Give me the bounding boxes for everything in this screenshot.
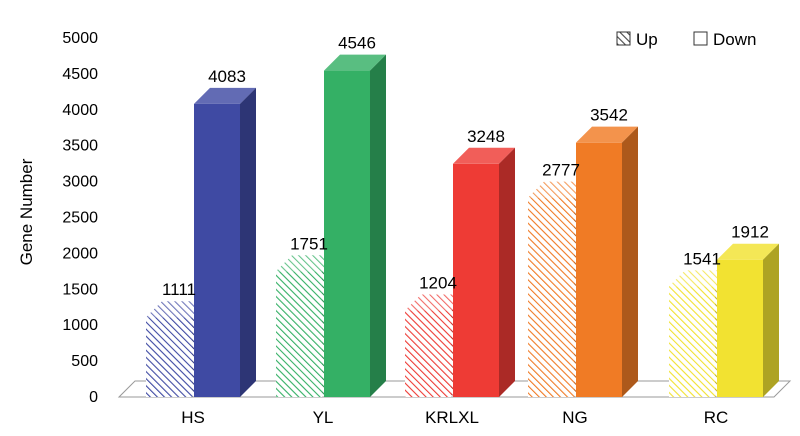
bar-front <box>669 286 715 397</box>
bar-side <box>499 147 515 397</box>
bar-HS-down <box>194 87 256 397</box>
legend-up-label: Up <box>636 30 658 49</box>
y-axis-title: Gene Number <box>17 158 36 265</box>
y-tick-label-2000: 2000 <box>62 245 98 262</box>
bar-top <box>194 87 256 104</box>
bar-top <box>669 270 731 287</box>
legend: Up Down <box>616 30 756 49</box>
legend-up-swatch <box>616 31 631 46</box>
category-label-KRLXL: KRLXL <box>425 408 479 427</box>
value-label-KRLXL-up: 1204 <box>419 274 457 293</box>
bar-front <box>453 163 499 397</box>
category-label-YL: YL <box>313 408 334 427</box>
bar-NG-down <box>576 126 638 398</box>
bar-front <box>324 70 370 397</box>
value-label-HS-down: 4083 <box>208 67 246 86</box>
legend-down-swatch <box>693 31 708 46</box>
bar-top <box>453 147 515 164</box>
legend-down-label: Down <box>713 30 756 49</box>
value-label-YL-up: 1751 <box>290 234 328 253</box>
bar-side <box>622 126 638 398</box>
bar-front <box>405 310 451 397</box>
value-label-YL-down: 4546 <box>338 34 376 53</box>
y-tick-label-4500: 4500 <box>62 66 98 83</box>
bar-front <box>194 103 240 397</box>
value-label-HS-up: 1111 <box>162 280 196 299</box>
bar-top <box>405 294 467 311</box>
category-label-RC: RC <box>704 408 729 427</box>
label-layer: 0 500 1000 1500 2000 2500 3000 3500 4000 4500 5000… <box>62 30 769 427</box>
y-tick-label-5000: 5000 <box>62 30 98 47</box>
bar-top <box>276 255 338 272</box>
bar-KRLXL-down <box>453 147 515 397</box>
bar-top <box>576 126 638 143</box>
bar-top <box>717 243 779 260</box>
value-label-NG-down: 3542 <box>590 106 628 125</box>
y-tick-label-4000: 4000 <box>62 102 98 119</box>
bar-front <box>717 259 763 397</box>
y-tick-label-3500: 3500 <box>62 138 98 155</box>
value-label-RC-up: 1541 <box>683 249 721 268</box>
y-tick-label-0: 0 <box>89 389 98 406</box>
bar-top <box>324 54 386 71</box>
y-tick-label-2500: 2500 <box>62 210 98 227</box>
bar-side <box>370 54 386 397</box>
bar-front <box>276 271 322 397</box>
bar-front <box>528 197 574 397</box>
bar-front <box>576 142 622 397</box>
bar-top <box>528 181 590 198</box>
y-tick-label-3000: 3000 <box>62 174 98 191</box>
y-tick-label-1000: 1000 <box>62 317 98 334</box>
category-label-HS: HS <box>181 408 205 427</box>
bar-RC-down <box>717 243 779 397</box>
y-tick-label-1500: 1500 <box>62 281 98 298</box>
category-label-NG: NG <box>562 408 588 427</box>
value-label-RC-down: 1912 <box>731 223 769 242</box>
bar-YL-down <box>324 54 386 397</box>
bar-side <box>240 87 256 397</box>
bar-side <box>763 243 779 397</box>
bar-top <box>146 301 208 318</box>
value-label-KRLXL-down: 3248 <box>467 127 505 146</box>
bar-front <box>146 317 192 397</box>
value-label-NG-up: 2777 <box>542 161 580 180</box>
bar-layer <box>146 54 779 398</box>
y-tick-label-500: 500 <box>71 353 98 370</box>
